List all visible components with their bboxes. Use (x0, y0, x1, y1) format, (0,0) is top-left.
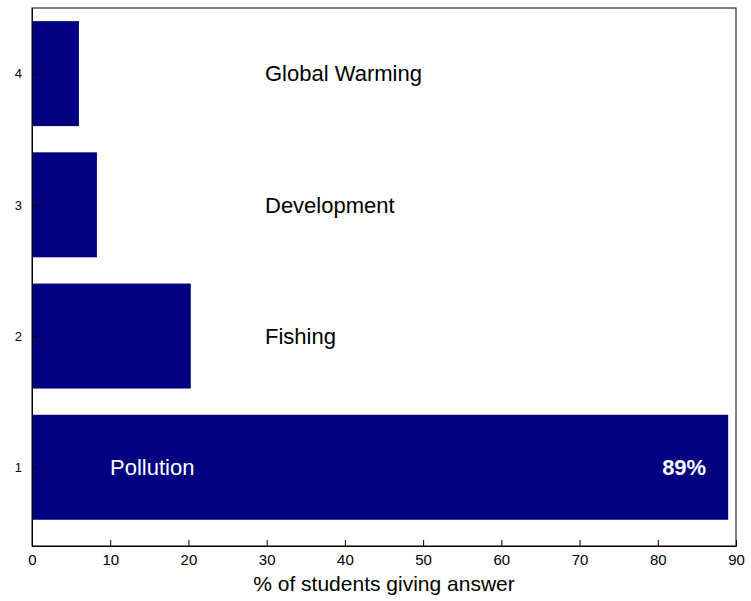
y-tick: 1 (15, 460, 38, 475)
category-label: Fishing (265, 324, 336, 349)
data-label: 89% (662, 455, 706, 480)
x-tick: 50 (415, 540, 432, 568)
x-tick: 10 (102, 540, 119, 568)
bar (32, 152, 97, 257)
x-tick-mark (345, 540, 346, 546)
chart: 0 10 20 30 40 50 60 70 80 90 1 2 3 4 Pollution Fishing D… (0, 0, 751, 601)
x-tick-mark (110, 540, 111, 546)
x-tick-label: 70 (572, 551, 589, 568)
x-tick-mark (423, 540, 424, 546)
category-label: Global Warming (265, 61, 422, 86)
x-tick-mark (658, 540, 659, 546)
y-tick: 2 (15, 329, 38, 344)
x-tick-label: 10 (102, 551, 119, 568)
x-tick: 80 (650, 540, 667, 568)
x-tick-mark (501, 540, 502, 546)
x-tick-label: 80 (650, 551, 667, 568)
y-axis: 1 2 3 4 (15, 9, 38, 547)
plot-frame (32, 8, 736, 546)
bar (32, 21, 79, 126)
category-label: Pollution (110, 455, 194, 480)
plot: 0 10 20 30 40 50 60 70 80 90 1 2 3 4 Pollution Fishing D… (15, 8, 745, 568)
x-axis-title: % of students giving answer (253, 572, 514, 595)
x-tick: 40 (337, 540, 354, 568)
y-tick-mark (32, 205, 38, 206)
category-label: Development (265, 193, 395, 218)
y-tick-mark (32, 336, 38, 337)
y-tick-label: 2 (15, 329, 22, 344)
y-tick-mark (32, 74, 38, 75)
bar (32, 284, 191, 389)
x-tick: 70 (572, 540, 589, 568)
x-tick: 90 (728, 540, 745, 568)
x-tick-mark (188, 540, 189, 546)
x-tick-mark (267, 540, 268, 546)
x-tick: 60 (493, 540, 510, 568)
x-tick-label: 0 (28, 551, 36, 568)
x-axis-line (33, 546, 737, 547)
x-tick-mark (736, 540, 737, 546)
y-tick: 3 (15, 197, 38, 212)
x-tick-label: 90 (728, 551, 745, 568)
x-tick: 20 (181, 540, 198, 568)
x-tick-label: 60 (493, 551, 510, 568)
x-tick-label: 30 (259, 551, 276, 568)
x-tick-mark (580, 540, 581, 546)
x-tick: 30 (259, 540, 276, 568)
bar-labels: Pollution Fishing Development Global Warmin… (110, 61, 706, 480)
y-tick: 4 (15, 66, 38, 81)
y-axis-line (32, 9, 33, 547)
bars (32, 21, 728, 520)
y-tick-label: 3 (15, 197, 22, 212)
y-tick-label: 1 (15, 460, 22, 475)
x-tick-label: 40 (337, 551, 354, 568)
x-tick-label: 20 (181, 551, 198, 568)
y-tick-label: 4 (15, 66, 22, 81)
x-axis: 0 10 20 30 40 50 60 70 80 90 (28, 540, 745, 568)
x-tick-label: 50 (415, 551, 432, 568)
y-tick-mark (32, 467, 38, 468)
bar (32, 415, 728, 520)
